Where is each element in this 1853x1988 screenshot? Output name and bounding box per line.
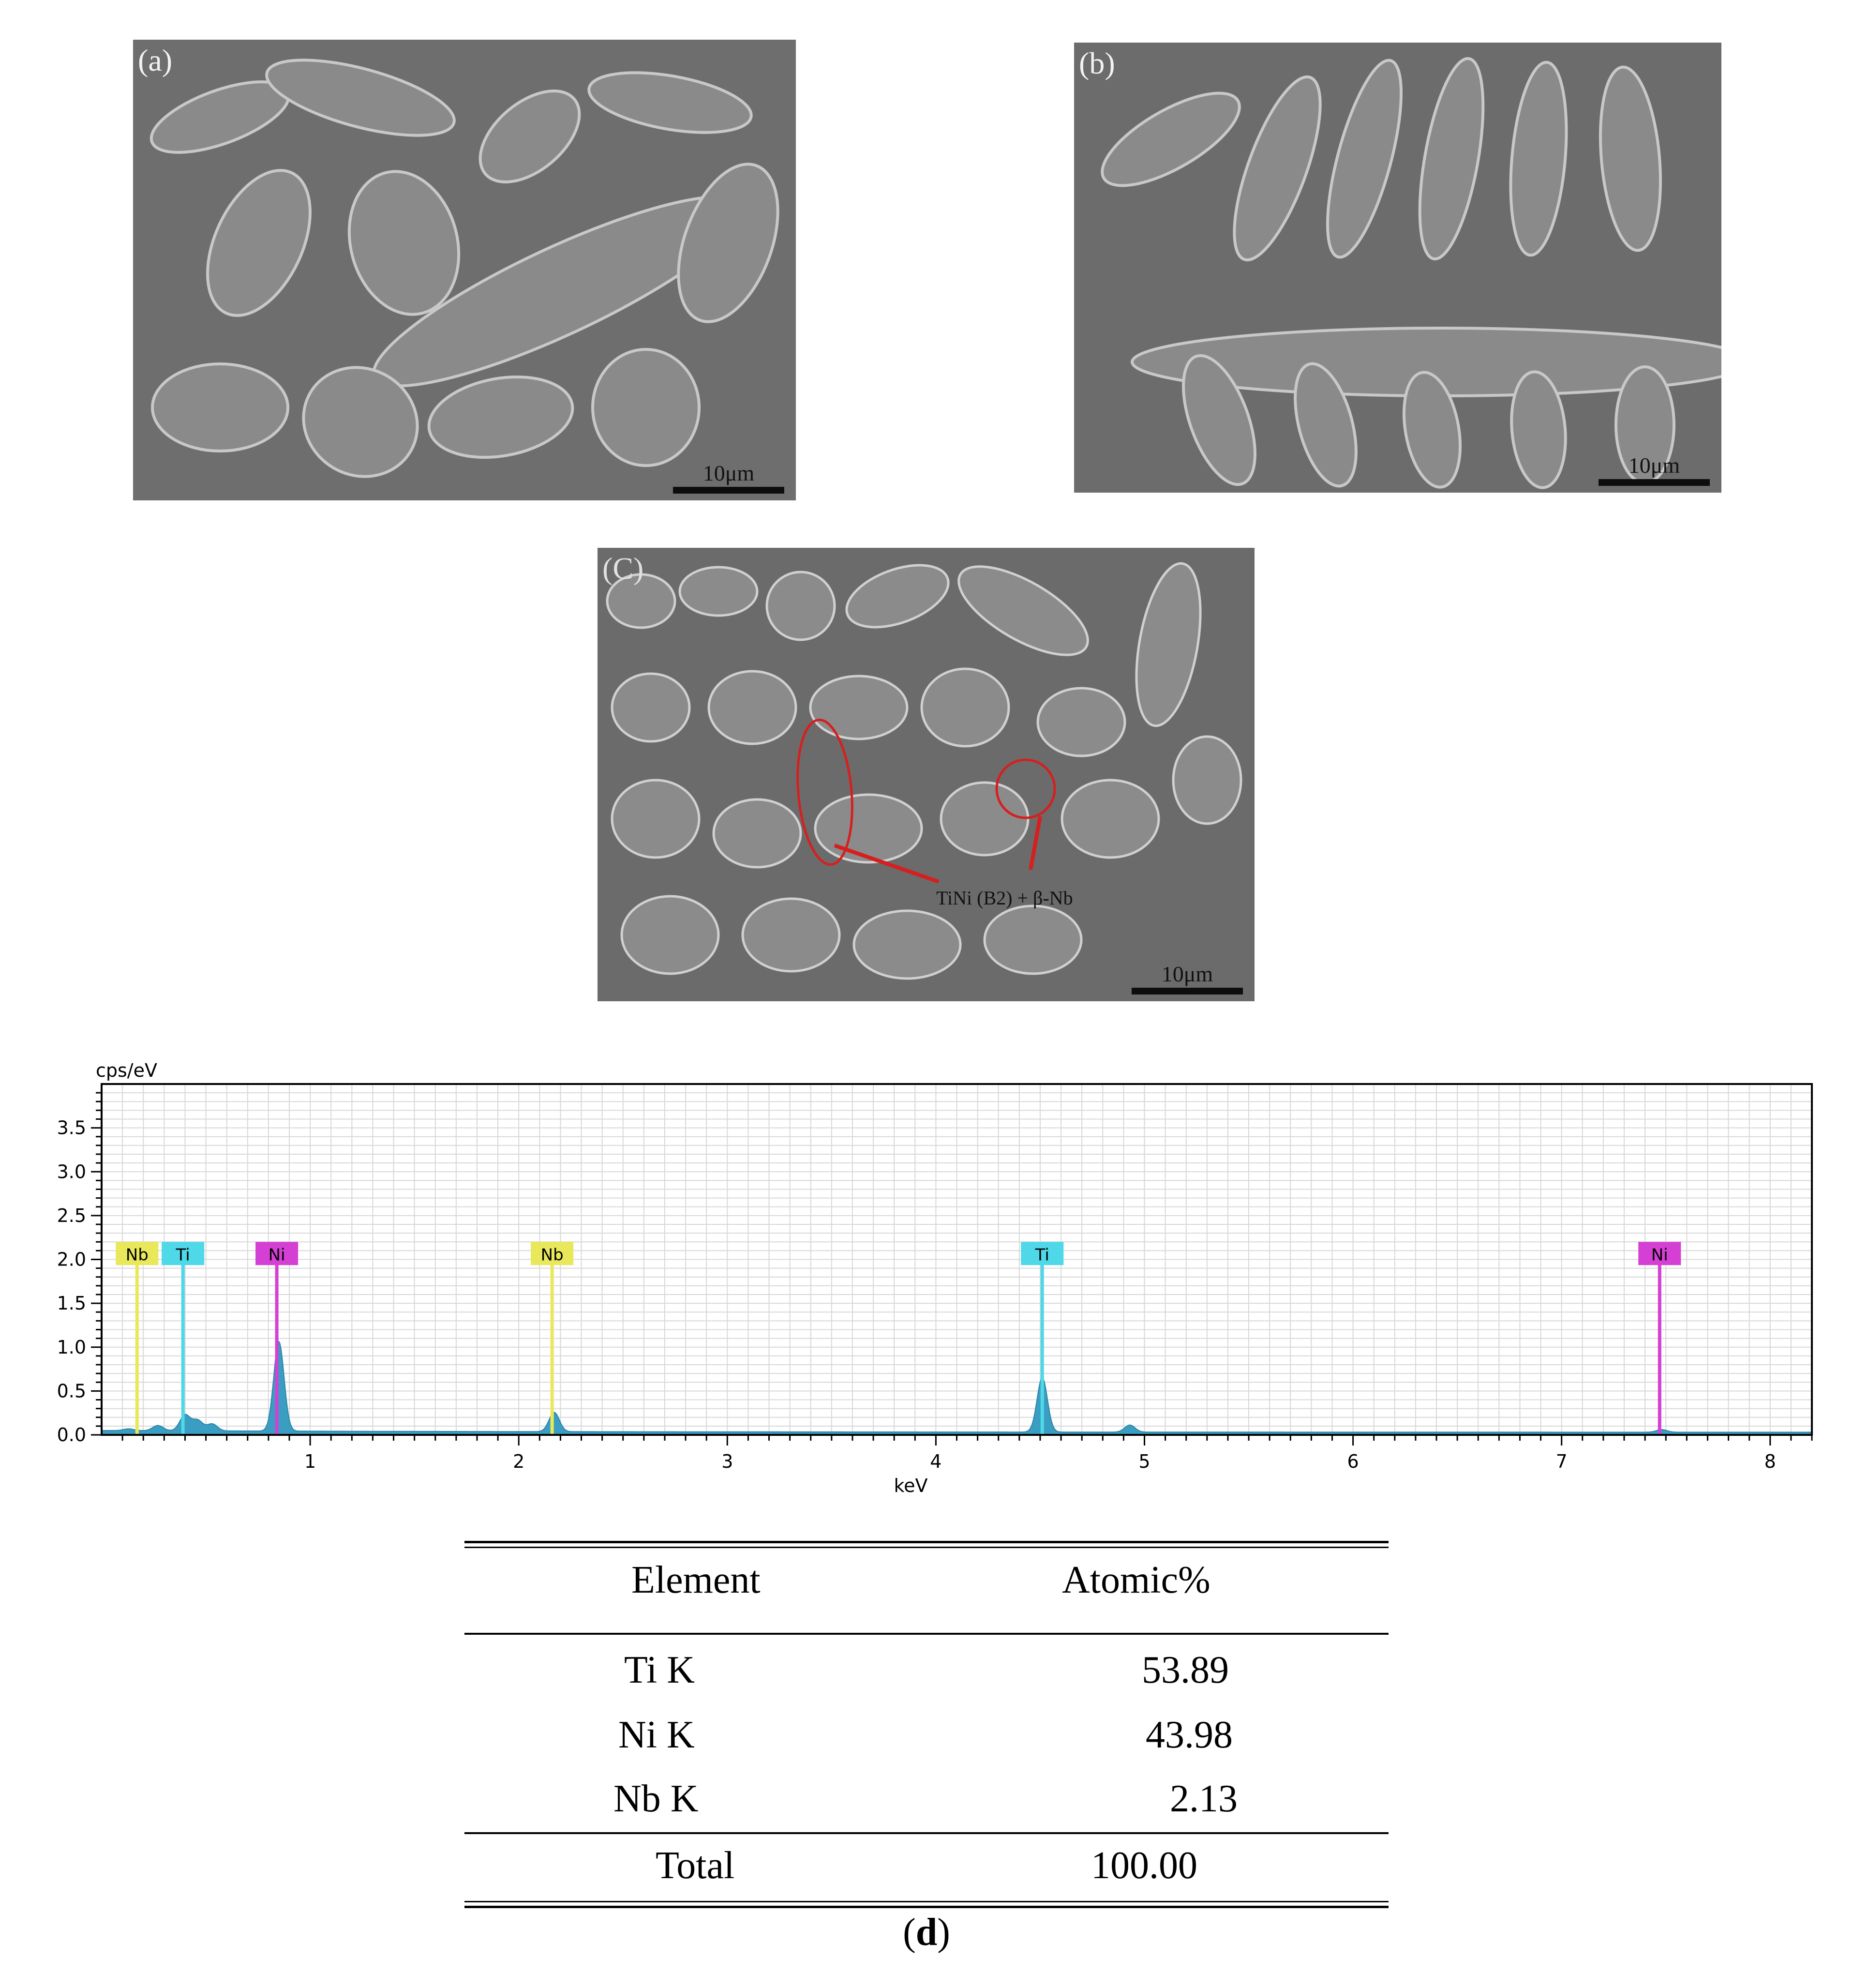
- row-value-ti: 53.89: [1142, 1649, 1229, 1691]
- marker-label-ni: Ni: [269, 1245, 285, 1265]
- marker-label-bg-ti: [1021, 1242, 1064, 1265]
- scale-line-c: [1132, 988, 1243, 994]
- caption-letter: d: [915, 1911, 938, 1954]
- figure-caption: (d): [0, 1911, 1853, 1955]
- scale-bar-b: 10μm: [1599, 452, 1710, 486]
- scale-label-b: 10μm: [1628, 453, 1680, 478]
- phase-annotation: TiNi (B2) + β-Nb: [936, 887, 1073, 909]
- table-total-rule: [464, 1832, 1389, 1834]
- x-tick-label: 7: [1556, 1451, 1568, 1472]
- annotation-markers: [796, 718, 1056, 866]
- y-tick-label: 1.0: [57, 1337, 86, 1358]
- marker-label-bg-ti: [162, 1242, 205, 1265]
- row-element-nb: Nb K: [613, 1777, 699, 1820]
- marker-label-nb: Nb: [541, 1245, 564, 1265]
- y-tick-label: 0.0: [57, 1424, 86, 1446]
- x-tick-label: 1: [304, 1451, 316, 1472]
- total-label: Total: [656, 1844, 735, 1887]
- x-tick-label: 5: [1138, 1451, 1150, 1472]
- marker-label-bg-nb: [531, 1242, 574, 1265]
- sem-image-b: (b) 10μm: [1074, 43, 1721, 493]
- row-element-ni: Ni K: [618, 1714, 695, 1756]
- header-element: Element: [631, 1559, 761, 1601]
- marker-label-ti: Ti: [1035, 1245, 1049, 1265]
- annotation-arrows: [834, 816, 1042, 884]
- scale-line-a: [673, 487, 784, 494]
- header-atomic-percent: Atomic%: [1062, 1559, 1210, 1601]
- spectrum-area: [101, 1340, 1812, 1435]
- scale-label-c: 10μm: [1161, 962, 1213, 986]
- sem-texture-a: [133, 40, 796, 500]
- sem-image-c: (C) TiNi (B2) + β-Nb 10μm: [598, 548, 1255, 1001]
- table-top-rule-2: [464, 1547, 1389, 1548]
- y-tick-label: 1.5: [57, 1293, 86, 1314]
- y-tick-label: 2.0: [57, 1249, 86, 1270]
- y-tick-label: 3.0: [57, 1161, 86, 1182]
- x-tick-label: 8: [1764, 1451, 1776, 1472]
- table-bottom-rule-2: [464, 1906, 1389, 1908]
- y-axis-label: cps/eV: [96, 1060, 157, 1081]
- y-tick-label: 0.5: [57, 1380, 86, 1401]
- marker-label-nb: Nb: [126, 1245, 149, 1265]
- marker-label-bg-nb: [116, 1242, 159, 1265]
- table-bottom-rule-1: [464, 1901, 1389, 1902]
- x-axis-label: keV: [894, 1475, 927, 1496]
- sem-image-a: (a) 10μm: [133, 40, 796, 500]
- sem-texture-c: [598, 548, 1255, 1001]
- scale-label-a: 10μm: [702, 461, 755, 485]
- x-tick-label: 3: [721, 1451, 733, 1472]
- marker-label-ti: Ti: [176, 1245, 190, 1265]
- marker-label-ni: Ni: [1651, 1245, 1668, 1265]
- sem-texture-b: [1074, 43, 1721, 493]
- scale-line-b: [1599, 479, 1710, 486]
- table-top-rule-1: [464, 1541, 1389, 1543]
- x-tick-label: 4: [930, 1451, 941, 1472]
- scale-bar-c: 10μm: [1132, 961, 1243, 994]
- scale-bar-a: 10μm: [673, 460, 784, 494]
- panel-label-b: (b): [1079, 46, 1115, 80]
- panel-label-c: (C): [602, 551, 644, 586]
- marker-label-bg-ni: [1638, 1242, 1681, 1265]
- eds-spectrum-chart: Nb Ti Ni Nb Ti Ni 1 2 3 4 5 6 7 8 0.0 0.5 1.0 1.5 2.0 2.5 3.…: [57, 1060, 1813, 1496]
- row-element-ti: Ti K: [624, 1649, 695, 1691]
- y-tick-label: 2.5: [57, 1205, 86, 1226]
- row-value-ni: 43.98: [1146, 1714, 1233, 1756]
- table-header-rule: [464, 1633, 1389, 1635]
- x-tick-label: 6: [1347, 1451, 1359, 1472]
- marker-label-bg-ni: [255, 1242, 299, 1265]
- caption-open: (: [903, 1911, 916, 1954]
- row-value-nb: 2.13: [1170, 1777, 1238, 1820]
- x-tick-label: 2: [513, 1451, 524, 1472]
- caption-close: ): [937, 1911, 950, 1954]
- total-value: 100.00: [1091, 1844, 1197, 1887]
- panel-label-a: (a): [138, 43, 173, 77]
- y-tick-label: 3.5: [57, 1117, 86, 1139]
